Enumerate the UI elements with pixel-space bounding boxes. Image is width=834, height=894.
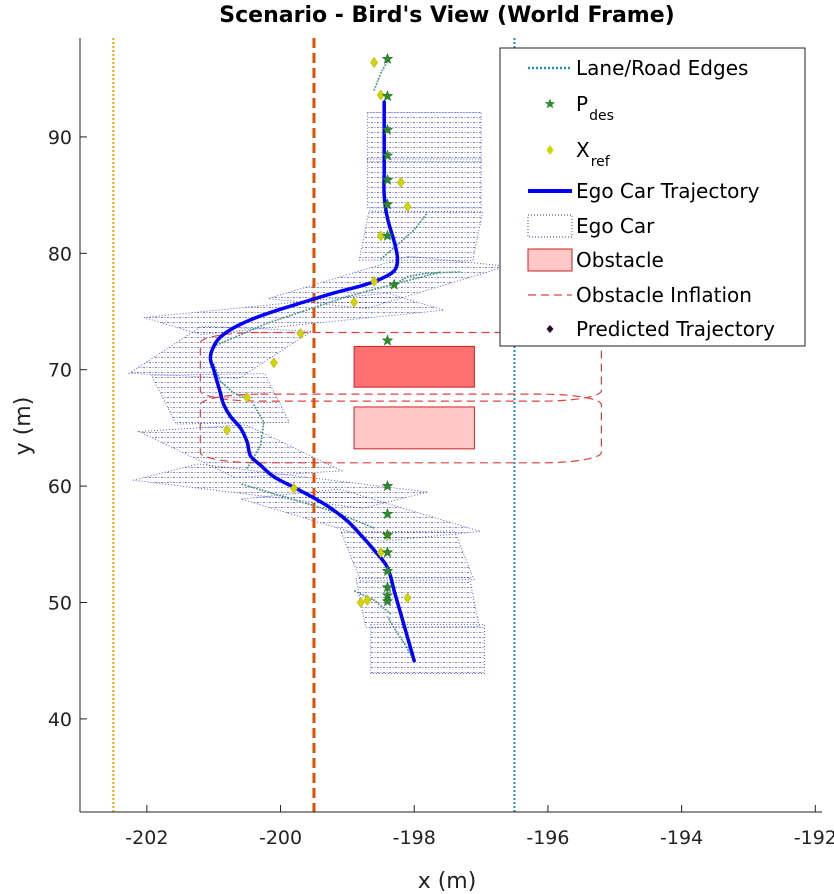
predicted-trajectory xyxy=(386,616,415,662)
x-ref-marker xyxy=(376,89,385,101)
legend-label-pdes: P xyxy=(576,92,588,116)
predicted-trajectory-overlay xyxy=(380,212,428,260)
legend-label-xref: X xyxy=(576,138,590,162)
x-ref-marker xyxy=(396,176,405,188)
x-axis-label: x (m) xyxy=(418,869,477,894)
ego-car-box xyxy=(137,424,344,478)
predicted-trajectory-overlay xyxy=(353,590,392,615)
legend-label-ego: Ego Car Trajectory xyxy=(576,179,760,203)
legend-symbol-obstacle xyxy=(527,248,573,272)
p-des-marker xyxy=(381,89,394,102)
ego-car-box xyxy=(241,488,481,542)
p-des-marker xyxy=(381,229,394,241)
p-des-marker xyxy=(381,149,394,161)
legend-symbol-egocar xyxy=(527,214,573,238)
predicted-trajectory xyxy=(373,60,389,91)
x-ref-marker xyxy=(370,56,378,68)
ego-car-box xyxy=(355,577,480,628)
p-des-marker xyxy=(381,52,394,64)
p-des-marker xyxy=(388,278,401,290)
x-tick-label: -198 xyxy=(393,827,436,849)
x-tick-label: -202 xyxy=(125,827,168,849)
legend-label-predicted: Predicted Trajectory xyxy=(576,317,775,341)
y-axis-label: y (m) xyxy=(11,397,36,456)
obstacle-rect xyxy=(353,345,475,388)
p-des-marker xyxy=(381,334,394,346)
x-ref-marker xyxy=(290,482,298,494)
obstacle-rect xyxy=(353,406,475,450)
obstacle-inflation xyxy=(199,393,603,464)
legend-label-inflation: Obstacle Inflation xyxy=(576,283,752,307)
x-ref-marker xyxy=(403,592,412,604)
legend-symbol-predicted xyxy=(546,325,554,333)
predicted-trajectory-overlay xyxy=(373,61,388,91)
x-ref-marker xyxy=(223,424,231,436)
p-des-marker xyxy=(381,546,394,558)
predicted-trajectory xyxy=(240,482,375,529)
legend-symbol-xref xyxy=(546,145,554,155)
legend-sub-xref: ref xyxy=(591,154,611,170)
ego-car-box xyxy=(127,325,314,379)
x-tick-label: -196 xyxy=(526,827,569,849)
ego-car-box xyxy=(132,463,429,509)
chart-title: Scenario - Bird's View (World Frame) xyxy=(219,3,674,28)
x-ref-marker xyxy=(356,596,365,609)
x-tick-label: -194 xyxy=(660,827,703,849)
legend-box xyxy=(499,47,806,347)
predicted-trajectory-overlay xyxy=(213,363,248,400)
legend-sub-pdes: des xyxy=(589,108,614,124)
axes: -202 -200 -198 -196 -194 -192 40 50 60 70 80 90 xyxy=(48,38,834,849)
x-ref-marker xyxy=(350,296,358,308)
p-des-marker xyxy=(381,564,394,577)
legend-symbol-pdes xyxy=(544,98,556,109)
x-ref-marker xyxy=(363,594,372,606)
ego-trajectory-line xyxy=(208,100,416,663)
y-tick-label: 50 xyxy=(48,592,72,614)
legend-label-egocar: Ego Car xyxy=(576,214,655,238)
ego-car-box xyxy=(366,112,482,162)
x-ref-marker xyxy=(403,201,412,213)
predicted-trajectory xyxy=(246,404,265,470)
plot-area xyxy=(112,38,603,812)
legend-label-lane: Lane/Road Edges xyxy=(576,56,748,80)
ego-car-box xyxy=(370,624,485,674)
legend: Lane/Road Edges P des X ref Ego Car Trajector… xyxy=(499,47,806,347)
x-tick-label: -192 xyxy=(794,827,834,849)
x-tick-label: -200 xyxy=(259,827,302,849)
p-des-marker xyxy=(381,595,394,607)
x-ref-marker xyxy=(243,392,251,404)
p-des-marker xyxy=(381,123,394,135)
x-ref-marker xyxy=(370,275,378,287)
plot-content xyxy=(112,38,603,812)
legend-label-obstacle: Obstacle xyxy=(576,248,664,272)
p-des-marker xyxy=(381,507,394,520)
y-tick-label: 70 xyxy=(48,360,72,382)
y-tick-label: 60 xyxy=(48,476,72,498)
y-tick-label: 80 xyxy=(48,243,72,265)
predicted-trajectory-overlay xyxy=(393,271,462,286)
y-tick-label: 40 xyxy=(48,709,72,731)
p-des-marker xyxy=(381,528,394,540)
obstacle-inflation xyxy=(199,331,603,402)
y-tick-label: 90 xyxy=(48,127,72,149)
p-des-marker xyxy=(381,479,394,492)
x-ref-marker xyxy=(296,328,305,340)
predicted-trajectory-overlay xyxy=(240,483,375,529)
x-ref-marker xyxy=(269,357,278,369)
p-des-marker xyxy=(381,198,394,210)
p-des-marker xyxy=(381,173,394,185)
